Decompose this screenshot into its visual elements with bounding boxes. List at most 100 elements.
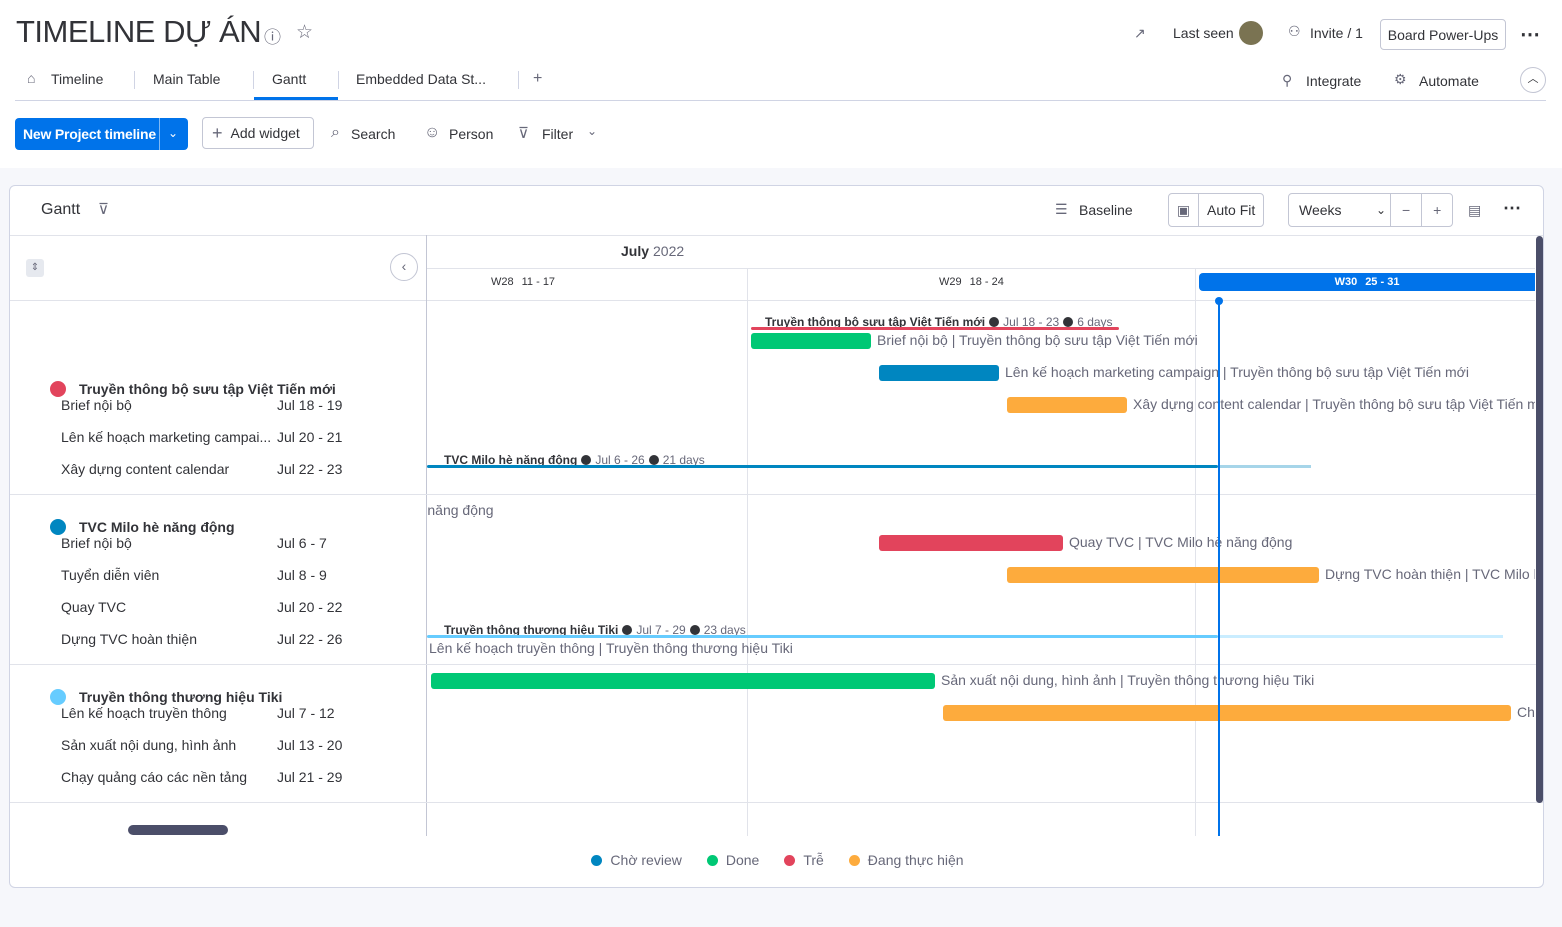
group-dates: Jul 6 - 26	[595, 453, 645, 467]
collapse-list[interactable]: ‹	[390, 253, 418, 281]
collapse-header[interactable]: ︿	[1520, 67, 1546, 93]
legend-label: Chờ review	[610, 852, 682, 868]
last-seen[interactable]: Last seen	[1173, 25, 1234, 41]
avatar[interactable]	[1239, 21, 1263, 45]
dot	[989, 317, 1000, 327]
group-divider	[10, 494, 1543, 495]
tab[interactable]: Embedded Data St...	[356, 71, 486, 87]
board-title: TIMELINE DỰ ÁN	[16, 14, 262, 49]
group-bar	[427, 635, 1218, 638]
group-name[interactable]: Truyền thông bộ sưu tập Việt Tiến mới	[79, 381, 336, 397]
person-icon: ☺	[424, 124, 441, 141]
week-range: 11 - 17	[521, 276, 556, 288]
legend-label: Đang thực hiện	[867, 852, 964, 868]
month-divider	[427, 268, 1535, 269]
star-icon[interactable]: ☆	[296, 22, 314, 43]
task-bar-label: Lên kế hoạch truyền thông | Truyền thông…	[429, 640, 793, 656]
vertical-scrollbar[interactable]	[1536, 236, 1543, 803]
task-name[interactable]: Dựng TVC hoàn thiện	[61, 631, 197, 647]
list-divider	[426, 235, 427, 836]
dropdown-icon[interactable]: ⌄	[168, 126, 179, 140]
task-name[interactable]: Lên kế hoạch marketing campai...	[61, 429, 271, 445]
task-name[interactable]: Brief nội bộ	[61, 397, 132, 413]
task-bar[interactable]	[431, 673, 935, 689]
activity-icon[interactable]: ↗	[1134, 25, 1146, 41]
search[interactable]: Search	[351, 126, 396, 142]
gantt-filter-icon[interactable]: ⊽	[98, 201, 109, 218]
add-widget-button[interactable]: + Add widget	[202, 117, 314, 149]
filter[interactable]: Filter	[542, 126, 574, 142]
auto-fit-button[interactable]: ▣ Auto Fit	[1168, 193, 1264, 227]
new-item-button[interactable]: New Project timeline ⌄	[15, 118, 188, 150]
info-icon[interactable]: ⓘ	[264, 28, 281, 47]
today-dot	[1215, 297, 1223, 305]
task-name[interactable]: Sản xuất nội dung, hình ảnh	[61, 737, 237, 753]
task-name[interactable]: Xây dựng content calendar	[61, 461, 230, 477]
week-range: 18 - 24	[969, 276, 1004, 288]
integrate-icon: ⚲	[1282, 72, 1293, 88]
group-duration: 23 days	[703, 623, 746, 637]
tab[interactable]: Timeline	[51, 71, 104, 87]
baseline[interactable]: Baseline	[1079, 202, 1133, 218]
auto-fit-label: Auto Fit	[1207, 202, 1256, 218]
collapse-all[interactable]: ⇕	[26, 259, 44, 277]
group-name[interactable]: TVC Milo hè năng động	[79, 519, 235, 535]
filter-dropdown[interactable]: ⌄	[587, 124, 598, 138]
group-dot	[50, 381, 66, 397]
today-line	[1218, 300, 1220, 836]
group-duration: 21 days	[662, 453, 705, 467]
legend-item: Trễ	[784, 852, 824, 868]
active-tab-underline	[254, 97, 338, 100]
legend-label: Trễ	[803, 852, 824, 868]
task-bar[interactable]	[1007, 397, 1127, 413]
gantt-widget: Gantt ⊽ ☰ Baseline ▣ Auto Fit Weeks ⌄ − +…	[9, 185, 1544, 888]
task-bar-label: Quay TVC | TVC Milo hè năng động	[1069, 534, 1293, 550]
filter-icon: ⊽	[518, 125, 529, 142]
zoom-in[interactable]: +	[1421, 194, 1452, 226]
task-bar[interactable]	[1007, 567, 1319, 583]
group-bar-label: TVC Milo hè năng động Jul 6 - 26 21 days	[444, 453, 705, 467]
group-divider	[10, 802, 1543, 803]
task-bar[interactable]	[879, 535, 1063, 551]
group-bar-name: TVC Milo hè năng động	[444, 453, 578, 467]
task-name[interactable]: Lên kế hoạch truyền thông	[61, 705, 227, 721]
automate-icon: ⚙	[1394, 71, 1407, 87]
tab-separator	[253, 71, 254, 89]
task-bar[interactable]	[879, 365, 999, 381]
task-dates: Jul 8 - 9	[277, 567, 327, 583]
task-dates: Jul 20 - 21	[277, 429, 343, 445]
tab[interactable]: Gantt	[272, 71, 307, 87]
add-view[interactable]: +	[533, 70, 543, 87]
task-name[interactable]: Brief nội bộ	[61, 535, 132, 551]
task-name[interactable]: Chạy quảng cáo các nền tảng	[61, 769, 248, 785]
tab[interactable]: Main Table	[153, 71, 221, 87]
legend-label: Done	[725, 852, 760, 868]
task-dates: Jul 7 - 12	[277, 705, 335, 721]
power-ups-label: Board Power-Ups	[1387, 26, 1499, 43]
zoom-select[interactable]: Weeks	[1299, 202, 1342, 218]
task-bar[interactable]	[751, 333, 871, 349]
group-name[interactable]: Truyền thông thương hiệu Tiki	[79, 689, 283, 705]
person[interactable]: Person	[449, 126, 494, 142]
invite[interactable]: Invite / 1	[1310, 25, 1363, 41]
automate[interactable]: Automate	[1419, 73, 1479, 89]
task-dates: Jul 13 - 20	[277, 737, 343, 753]
baseline-icon: ☰	[1055, 201, 1068, 217]
legend-swatch	[848, 854, 860, 866]
more-menu[interactable]: ⋯	[1520, 24, 1540, 46]
group-bar-label: Truyền thông thương hiệu Tiki Jul 7 - 29 2…	[444, 623, 746, 637]
home-icon: ⌂	[27, 70, 36, 86]
horizontal-scrollbar[interactable]	[128, 825, 228, 835]
split	[159, 118, 160, 150]
task-name[interactable]: Tuyển diễn viên	[61, 567, 160, 583]
zoom-out[interactable]: −	[1389, 194, 1422, 226]
task-name[interactable]: Quay TVC	[61, 599, 127, 615]
power-ups-button[interactable]: Board Power-Ups	[1380, 19, 1506, 50]
integrate[interactable]: Integrate	[1306, 73, 1362, 89]
week-divider	[427, 300, 1535, 301]
gantt-menu[interactable]: ⋯	[1503, 198, 1521, 218]
export-icon[interactable]: ▤	[1468, 202, 1482, 218]
task-bar[interactable]	[943, 705, 1511, 721]
task-bar-label: Dựng TVC hoàn thiện | TVC Milo hè năng đ…	[1325, 566, 1535, 582]
